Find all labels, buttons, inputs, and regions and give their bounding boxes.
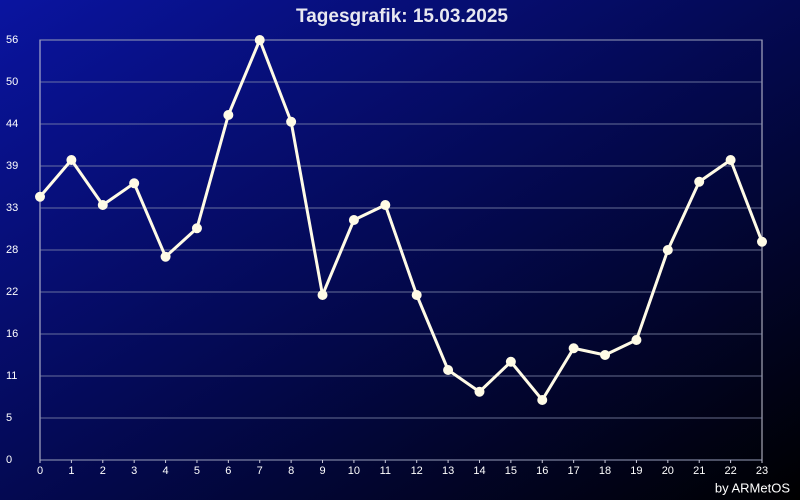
- data-point: [191, 223, 202, 234]
- x-tick-label: 6: [225, 465, 231, 477]
- x-tick-label: 4: [163, 465, 169, 477]
- data-point: [97, 200, 108, 210]
- data-point: [223, 110, 234, 120]
- y-tick-label: 50: [6, 76, 18, 88]
- data-point: [129, 178, 140, 189]
- x-tick-label: 2: [100, 465, 106, 477]
- data-point: [380, 200, 391, 210]
- x-tick-label: 7: [257, 465, 263, 477]
- x-tick-label: 5: [194, 465, 200, 477]
- x-tick-label: 22: [724, 465, 736, 477]
- data-point: [66, 155, 77, 165]
- x-tick-label: 20: [662, 465, 674, 477]
- x-tick-label: 19: [630, 465, 642, 477]
- x-tick-label: 0: [37, 465, 43, 477]
- data-point: [254, 35, 265, 45]
- y-tick-label: 44: [6, 118, 18, 130]
- data-point: [505, 356, 516, 367]
- data-point: [317, 290, 328, 300]
- x-tick-label: 13: [442, 465, 454, 477]
- y-tick-label: 33: [6, 202, 18, 214]
- x-tick-label: 15: [505, 465, 517, 477]
- x-tick-label: 9: [319, 465, 325, 477]
- x-tick-label: 23: [756, 465, 768, 477]
- data-point: [443, 365, 454, 375]
- x-tick-label: 14: [473, 465, 485, 477]
- y-tick-label: 11: [6, 370, 17, 382]
- data-point: [568, 343, 579, 354]
- data-point: [160, 251, 171, 262]
- y-tick-label: 39: [6, 160, 18, 172]
- data-point: [694, 176, 705, 187]
- data-point: [757, 236, 767, 247]
- x-tick-label: 3: [131, 465, 137, 477]
- data-point: [286, 116, 297, 127]
- data-point: [600, 350, 611, 360]
- data-point: [35, 191, 45, 202]
- x-tick-label: 18: [599, 465, 611, 477]
- series-line: [38, 38, 764, 402]
- data-point: [348, 215, 359, 225]
- data-point: [474, 386, 485, 397]
- y-tick-label: 16: [6, 328, 18, 340]
- x-tick-label: 1: [68, 465, 74, 477]
- footer: by ARMetOS: [715, 480, 790, 495]
- chart-title: Tagesgrafik: 15.03.2025: [296, 6, 508, 27]
- data-point: [411, 290, 422, 300]
- y-tick-label: 0: [6, 454, 12, 466]
- x-tick-label: 17: [568, 465, 580, 477]
- x-tick-label: 8: [288, 465, 294, 477]
- x-tick-label: 11: [380, 465, 391, 477]
- y-tick-label: 22: [6, 286, 18, 298]
- data-point: [662, 245, 673, 255]
- y-tick-label: 5: [6, 412, 12, 424]
- x-tick-label: 16: [536, 465, 548, 477]
- x-tick-label: 10: [348, 465, 360, 477]
- data-point: [537, 395, 548, 405]
- data-point: [725, 155, 736, 165]
- y-tick-label: 56: [6, 34, 18, 46]
- x-tick-label: 12: [411, 465, 423, 477]
- data-point: [631, 335, 642, 345]
- x-tick-label: 21: [693, 465, 705, 477]
- y-tick-label: 28: [6, 244, 18, 256]
